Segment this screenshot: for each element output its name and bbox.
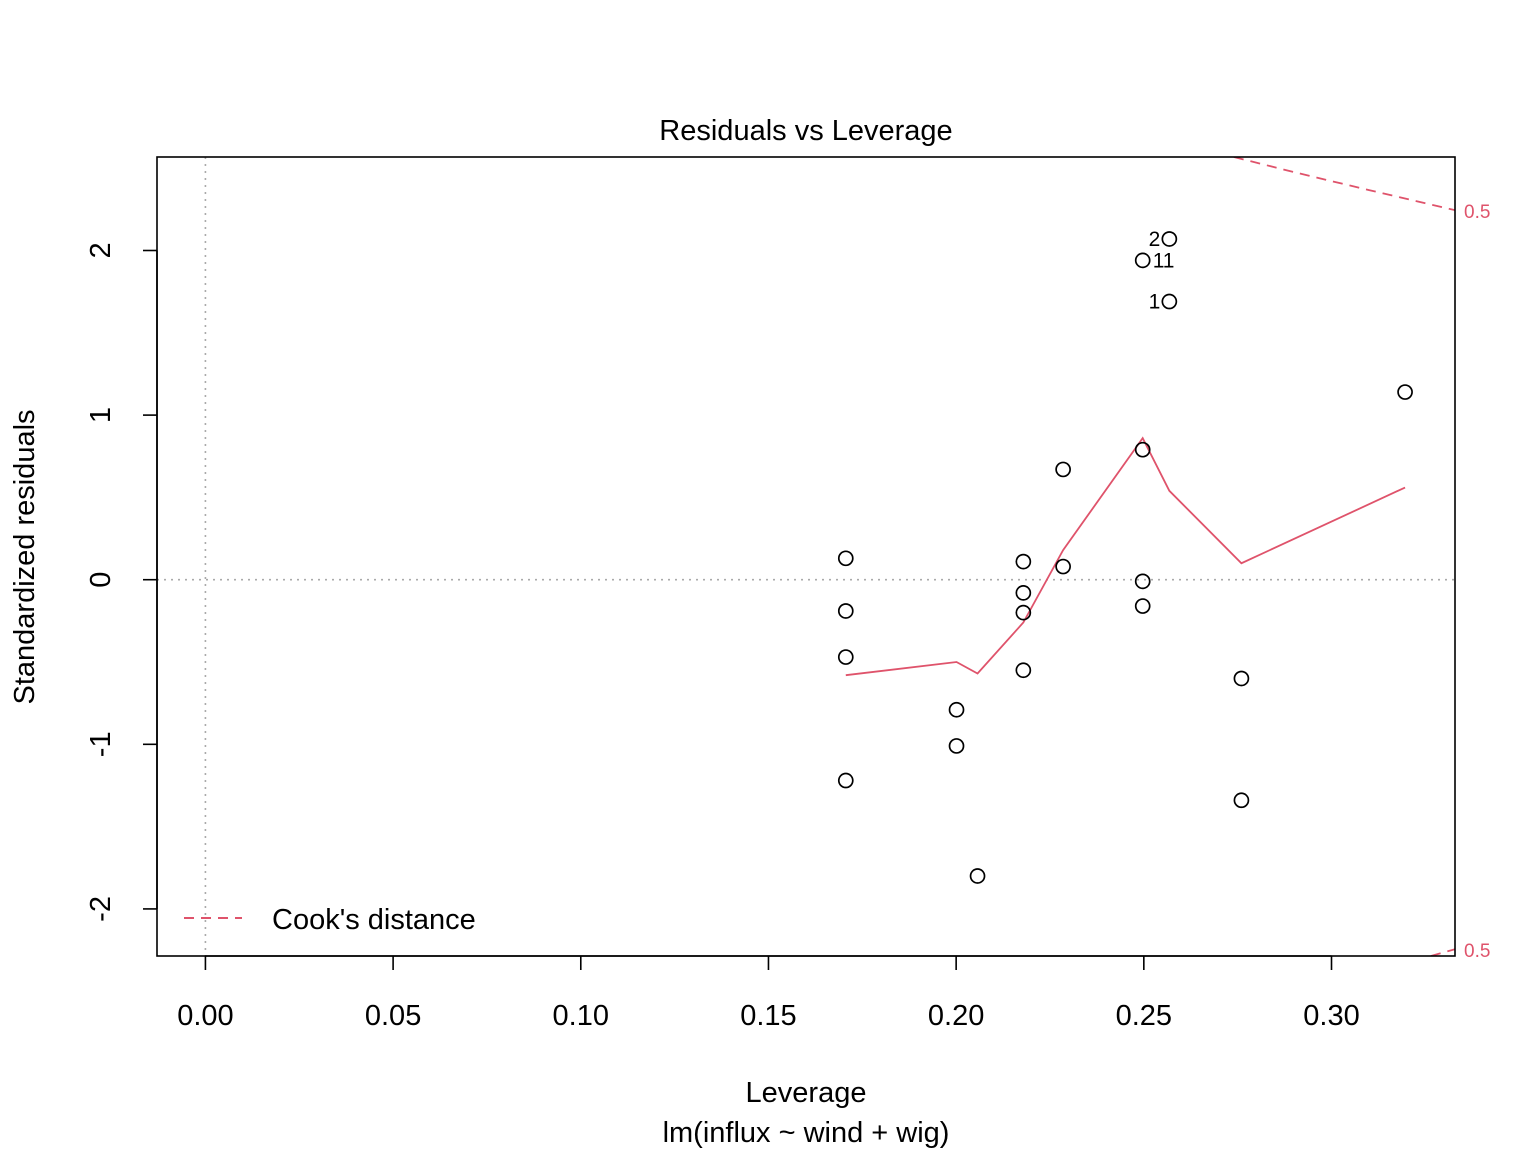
y-tick-label: 0 xyxy=(85,572,117,588)
point-label: 1 xyxy=(1149,291,1161,314)
data-point xyxy=(837,550,854,567)
y-axis: -2 -1 0 1 2 xyxy=(85,242,158,922)
data-point xyxy=(948,701,965,718)
data-point xyxy=(1397,384,1413,400)
x-tick-label: 0.30 xyxy=(1303,1000,1359,1032)
x-tick-label: 0.00 xyxy=(177,1000,233,1032)
chart-subtitle: lm(influx ~ wind + wig) xyxy=(663,1117,950,1149)
smoother-line xyxy=(845,436,1406,677)
data-point xyxy=(1161,293,1178,310)
legend: Cook's distance xyxy=(184,904,476,936)
data-point xyxy=(1161,231,1178,247)
x-axis-label: Leverage xyxy=(746,1077,867,1109)
x-tick-label: 0.15 xyxy=(740,1000,796,1032)
y-tick-label: -2 xyxy=(85,896,117,922)
data-point xyxy=(1015,585,1032,601)
data-point xyxy=(1055,461,1071,478)
data-point xyxy=(1134,598,1151,614)
cooks-contour-label-upper: 0.5 xyxy=(1464,202,1490,223)
data-point xyxy=(1055,558,1071,575)
data-point xyxy=(969,868,986,884)
data-point xyxy=(1233,670,1250,687)
y-axis-label: Standardized residuals xyxy=(9,409,41,704)
data-point xyxy=(1134,441,1151,458)
point-labels: 1 211 xyxy=(1149,228,1175,314)
data-point xyxy=(1015,662,1032,679)
x-tick-label: 0.25 xyxy=(1116,1000,1172,1032)
data-point xyxy=(1015,604,1032,621)
chart-title: Residuals vs Leverage xyxy=(659,115,952,147)
point-label: 11 xyxy=(1153,249,1175,272)
plot-area xyxy=(157,157,1455,956)
data-point xyxy=(1134,573,1151,590)
data-point xyxy=(1134,252,1151,269)
cooks-contour-label-lower: 0.5 xyxy=(1464,941,1490,962)
data-point xyxy=(837,772,854,789)
y-tick-label: -1 xyxy=(85,731,117,757)
y-tick-label: 1 xyxy=(85,407,117,423)
point-label: 2 xyxy=(1149,228,1161,251)
x-axis: 0.00 0.05 0.10 0.15 0.20 0.25 0.30 xyxy=(177,955,1360,1032)
x-tick-label: 0.10 xyxy=(553,1000,609,1032)
data-point xyxy=(948,738,965,754)
legend-cooks-distance-label: Cook's distance xyxy=(272,904,476,936)
x-tick-label: 0.05 xyxy=(365,1000,421,1032)
cooks-distance-contour-upper xyxy=(1233,157,1455,212)
x-tick-label: 0.20 xyxy=(928,1000,984,1032)
y-tick-label: 2 xyxy=(85,242,117,258)
data-point xyxy=(1233,792,1250,809)
data-point xyxy=(837,603,854,619)
cooks-distance-contour-lower xyxy=(1430,948,1455,956)
data-point xyxy=(1015,553,1032,570)
plot-frame xyxy=(156,156,1456,957)
data-point xyxy=(837,649,854,665)
